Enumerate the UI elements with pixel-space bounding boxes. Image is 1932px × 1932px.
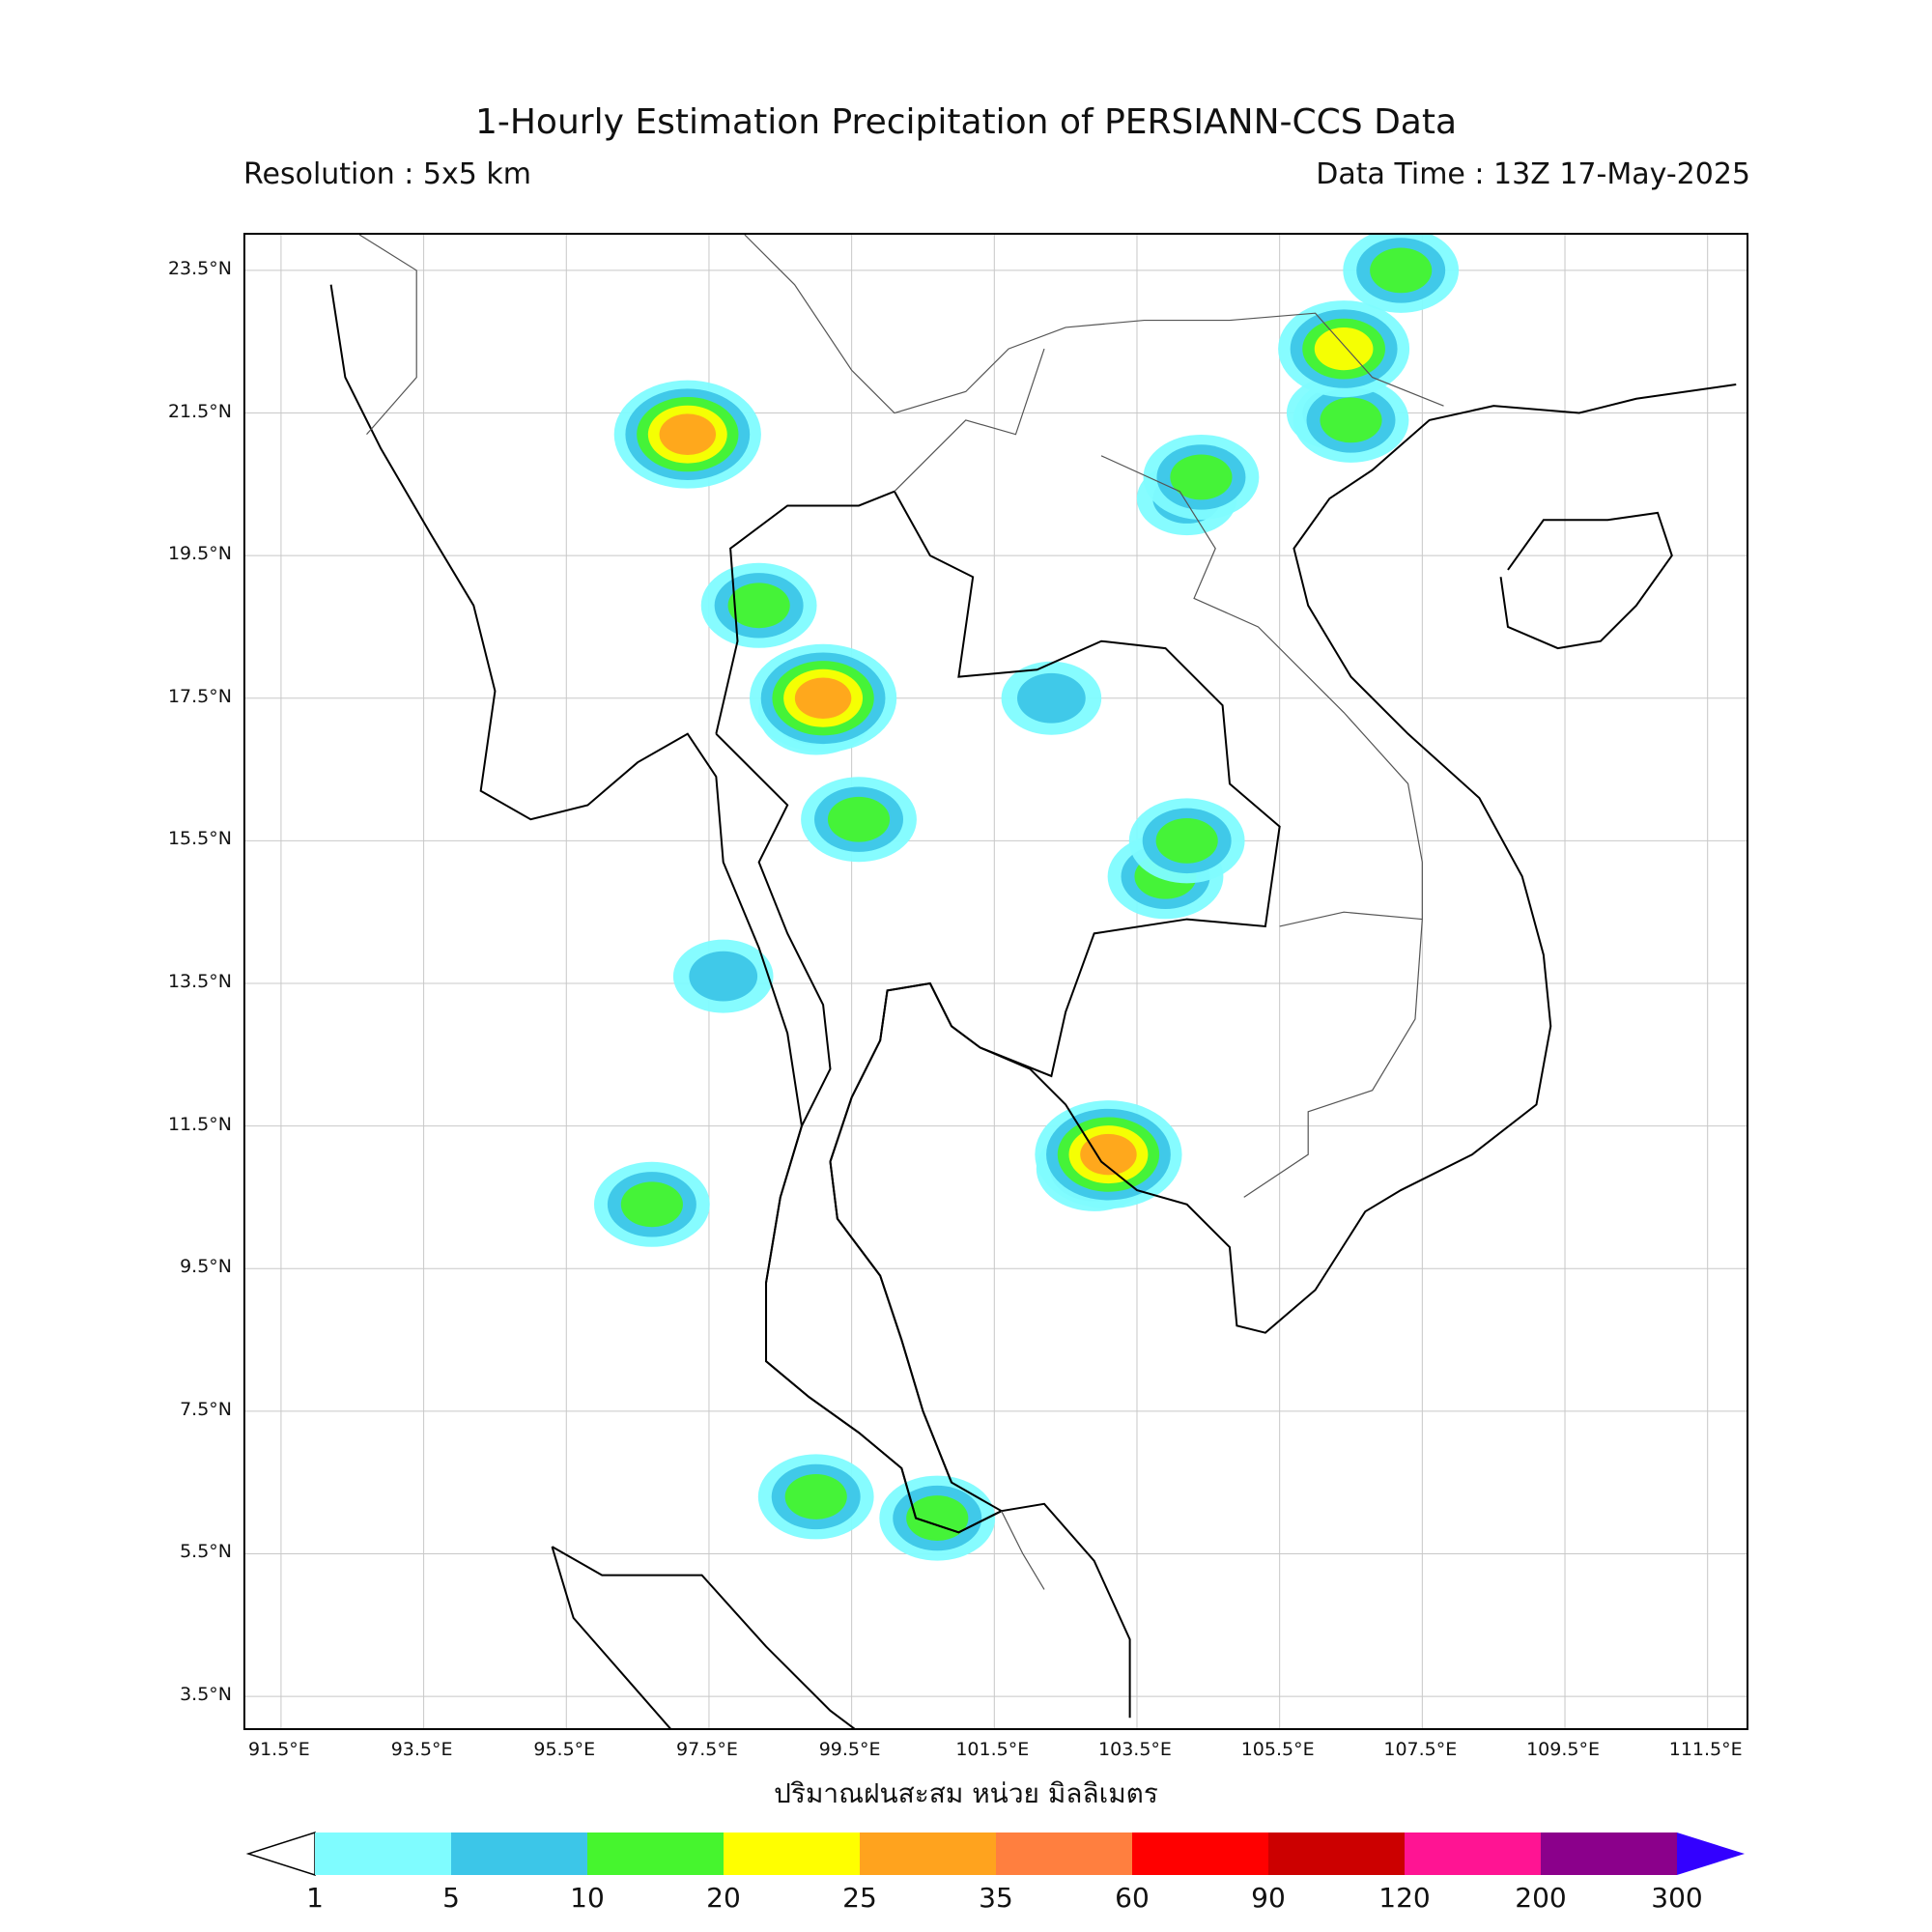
precip-area (1314, 327, 1374, 371)
coastline-sumatra-west (551, 1546, 671, 1728)
colorbar-tick-label: 90 (1251, 1882, 1286, 1914)
colorbar-segment (315, 1833, 451, 1875)
colorbar-tick-label: 10 (570, 1882, 605, 1914)
precip-area (1320, 397, 1382, 443)
coastline-sumatra (552, 1546, 856, 1728)
precip-area (784, 1474, 847, 1520)
lon-tick-label: 111.5°E (1668, 1739, 1743, 1760)
precip-area (659, 413, 717, 455)
precip-area (1170, 454, 1233, 500)
colorbar-tick-label: 20 (706, 1882, 741, 1914)
country-border (358, 235, 417, 436)
lat-tick-label: 17.5°N (167, 685, 232, 707)
colorbar-segment (724, 1833, 860, 1875)
data-time-label: Data Time : 13Z 17-May-2025 (1316, 157, 1750, 191)
colorbar-tick-label: 1 (306, 1882, 324, 1914)
lat-tick-label: 5.5°N (180, 1541, 232, 1563)
lat-tick-label: 9.5°N (180, 1256, 232, 1278)
colorbar-under-arrow (246, 1831, 316, 1877)
colorbar-segment (1405, 1833, 1541, 1875)
precip-area (1017, 672, 1086, 724)
lat-tick-label: 23.5°N (167, 257, 232, 279)
colorbar-over-arrow (1677, 1833, 1745, 1875)
lon-tick-label: 101.5°E (955, 1739, 1030, 1760)
colorbar-segment (860, 1833, 996, 1875)
map-canvas (245, 235, 1747, 1728)
precip-area (620, 1181, 683, 1228)
colorbar (246, 1831, 1745, 1877)
colorbar-tick-label: 60 (1115, 1882, 1150, 1914)
lon-tick-label: 105.5°E (1240, 1739, 1315, 1760)
precip-area (1370, 247, 1433, 294)
lon-tick-label: 95.5°E (533, 1739, 596, 1760)
lon-tick-label: 93.5°E (390, 1739, 453, 1760)
lon-tick-label: 109.5°E (1526, 1739, 1600, 1760)
country-border (1001, 1510, 1045, 1590)
lat-tick-label: 21.5°N (167, 400, 232, 422)
lon-tick-label: 97.5°E (676, 1739, 738, 1760)
coastline-gulf (829, 384, 1737, 1484)
lon-tick-label: 103.5°E (1098, 1739, 1172, 1760)
country-border (1100, 455, 1423, 1198)
colorbar-segment (1132, 1833, 1268, 1875)
country-border (1279, 911, 1423, 927)
map-axis-title: ปริมาณฝนสะสม หน่วย มิลลิเมตร (774, 1777, 1158, 1809)
precip-area (827, 796, 891, 842)
lat-tick-label: 15.5°N (167, 828, 232, 850)
precip-area (1155, 817, 1218, 864)
lat-tick-label: 7.5°N (180, 1398, 232, 1420)
lat-tick-label: 11.5°N (167, 1113, 232, 1135)
precip-area (1080, 1133, 1137, 1176)
colorbar-segment (451, 1833, 587, 1875)
colorbar-tick-label: 120 (1378, 1882, 1431, 1914)
country-border (894, 348, 1045, 493)
precip-area (727, 582, 790, 629)
country-border (744, 235, 1444, 414)
lon-tick-label: 107.5°E (1383, 1739, 1458, 1760)
colorbar-segment (1541, 1833, 1677, 1875)
lat-tick-label: 3.5°N (180, 1684, 232, 1706)
colorbar-segment (587, 1833, 724, 1875)
colorbar-tick-label: 5 (442, 1882, 460, 1914)
colorbar-tick-label: 300 (1651, 1882, 1703, 1914)
precip-area (689, 951, 758, 1002)
page-title: 1-Hourly Estimation Precipitation of PER… (474, 102, 1458, 142)
colorbar-tick-label: 25 (842, 1882, 877, 1914)
lat-tick-label: 13.5°N (167, 971, 232, 992)
colorbar-segment (996, 1833, 1132, 1875)
map-panel (243, 233, 1748, 1730)
island-hainan (1499, 511, 1673, 650)
lon-tick-label: 99.5°E (818, 1739, 881, 1760)
colorbar-tick-label: 35 (979, 1882, 1013, 1914)
lon-tick-label: 91.5°E (248, 1739, 310, 1760)
resolution-label: Resolution : 5x5 km (243, 157, 531, 191)
colorbar-segment (1268, 1833, 1405, 1875)
colorbar-tick-label: 200 (1515, 1882, 1567, 1914)
lat-tick-label: 19.5°N (167, 543, 232, 565)
precip-area (794, 677, 852, 720)
thailand-border (715, 490, 1281, 1534)
